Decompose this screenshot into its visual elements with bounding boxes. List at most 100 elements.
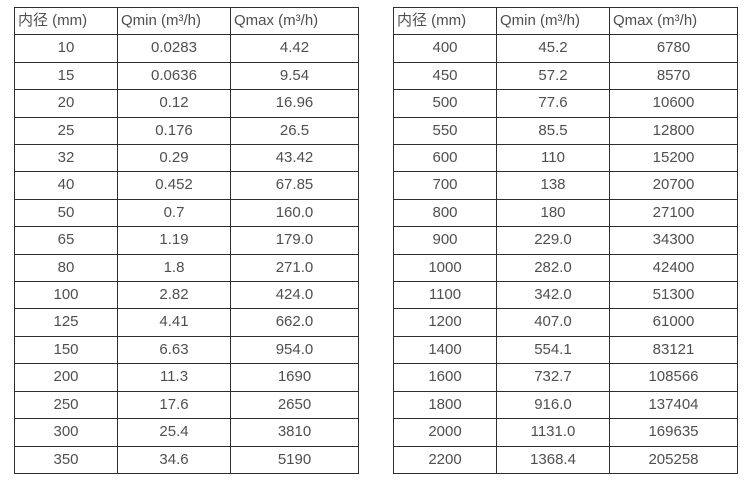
table-cell: 42400 bbox=[609, 253, 738, 283]
table-cell: 0.12 bbox=[117, 89, 231, 118]
table-row: 2200 1368.4 205258 bbox=[393, 445, 738, 474]
table-cell: 205258 bbox=[609, 445, 738, 474]
table-cell: 65 bbox=[14, 226, 118, 255]
table-cell: 350 bbox=[14, 445, 118, 474]
table-cell: 1.19 bbox=[117, 226, 231, 255]
table-cell: 1368.4 bbox=[496, 445, 610, 474]
table-cell: 282.0 bbox=[496, 253, 610, 283]
table-cell: 1690 bbox=[230, 363, 359, 392]
table-cell: 6.63 bbox=[117, 335, 231, 365]
table-cell: 250 bbox=[14, 390, 118, 420]
table-cell: 0.0283 bbox=[117, 34, 231, 63]
table-cell: 12800 bbox=[609, 116, 738, 146]
table-cell: 108566 bbox=[609, 363, 738, 392]
table-row: 2000 1131.0 169635 bbox=[393, 418, 738, 447]
table-cell: 1100 bbox=[393, 281, 497, 310]
table-cell: 4.42 bbox=[230, 34, 359, 63]
table-cell: 732.7 bbox=[496, 363, 610, 392]
table-cell: 169635 bbox=[609, 418, 738, 447]
table-row: 400 45.2 6780 bbox=[393, 34, 738, 63]
table-row: 1200 407.0 61000 bbox=[393, 308, 738, 337]
table-row: 125 4.41 662.0 bbox=[14, 308, 359, 337]
table-row: 500 77.6 10600 bbox=[393, 89, 738, 118]
table-cell: 67.85 bbox=[230, 171, 359, 200]
table-cell: 2650 bbox=[230, 390, 359, 420]
table-header-row: 内径 (mm) Qmin (m³/h) Qmax (m³/h) bbox=[393, 6, 738, 36]
table-row: 700 138 20700 bbox=[393, 171, 738, 200]
table-cell: 300 bbox=[14, 418, 118, 447]
table-cell: 110 bbox=[496, 144, 610, 173]
table-row: 1600 732.7 108566 bbox=[393, 363, 738, 392]
table-cell: 10600 bbox=[609, 89, 738, 118]
table-cell: 11.3 bbox=[117, 363, 231, 392]
table-cell: 2000 bbox=[393, 418, 497, 447]
table-cell: 50 bbox=[14, 198, 118, 228]
table-cell: 916.0 bbox=[496, 390, 610, 420]
table-row: 300 25.4 3810 bbox=[14, 418, 359, 447]
table-cell: 1000 bbox=[393, 253, 497, 283]
table-cell: 1200 bbox=[393, 308, 497, 337]
table-cell: 100 bbox=[14, 281, 118, 310]
table-row: 100 2.82 424.0 bbox=[14, 281, 359, 310]
table-cell: 40 bbox=[14, 171, 118, 200]
column-header: 内径 (mm) bbox=[14, 6, 118, 36]
table-row: 1100 342.0 51300 bbox=[393, 281, 738, 310]
table-cell: 1400 bbox=[393, 335, 497, 365]
table-cell: 83121 bbox=[609, 335, 738, 365]
column-header: Qmin (m³/h) bbox=[496, 6, 610, 36]
table-cell: 137404 bbox=[609, 390, 738, 420]
table-row: 350 34.6 5190 bbox=[14, 445, 359, 474]
table-cell: 25 bbox=[14, 116, 118, 146]
table-cell: 0.0636 bbox=[117, 61, 231, 91]
table-cell: 20700 bbox=[609, 171, 738, 200]
table-row: 20 0.12 16.96 bbox=[14, 89, 359, 118]
table-row: 15 0.0636 9.54 bbox=[14, 61, 359, 91]
table-cell: 27100 bbox=[609, 198, 738, 228]
table-cell: 271.0 bbox=[230, 253, 359, 283]
table-cell: 15 bbox=[14, 61, 118, 91]
table-cell: 0.29 bbox=[117, 144, 231, 173]
table-cell: 51300 bbox=[609, 281, 738, 310]
table-cell: 600 bbox=[393, 144, 497, 173]
table-cell: 2.82 bbox=[117, 281, 231, 310]
table-cell: 45.2 bbox=[496, 34, 610, 63]
table-cell: 954.0 bbox=[230, 335, 359, 365]
table-cell: 554.1 bbox=[496, 335, 610, 365]
table-cell: 20 bbox=[14, 89, 118, 118]
table-cell: 57.2 bbox=[496, 61, 610, 91]
table-cell: 450 bbox=[393, 61, 497, 91]
table-cell: 34300 bbox=[609, 226, 738, 255]
table-row: 80 1.8 271.0 bbox=[14, 253, 359, 283]
table-cell: 1131.0 bbox=[496, 418, 610, 447]
table-cell: 34.6 bbox=[117, 445, 231, 474]
table-cell: 8570 bbox=[609, 61, 738, 91]
table-row: 450 57.2 8570 bbox=[393, 61, 738, 91]
column-header: 内径 (mm) bbox=[393, 6, 497, 36]
table-cell: 61000 bbox=[609, 308, 738, 337]
table-cell: 342.0 bbox=[496, 281, 610, 310]
table-cell: 424.0 bbox=[230, 281, 359, 310]
table-cell: 4.41 bbox=[117, 308, 231, 337]
table-row: 200 11.3 1690 bbox=[14, 363, 359, 392]
table-row: 32 0.29 43.42 bbox=[14, 144, 359, 173]
table-cell: 43.42 bbox=[230, 144, 359, 173]
table-cell: 6780 bbox=[609, 34, 738, 63]
table-cell: 15200 bbox=[609, 144, 738, 173]
table-cell: 26.5 bbox=[230, 116, 359, 146]
table-header-row: 内径 (mm) Qmin (m³/h) Qmax (m³/h) bbox=[14, 6, 359, 36]
table-cell: 2200 bbox=[393, 445, 497, 474]
table-row: 40 0.452 67.85 bbox=[14, 171, 359, 200]
table-cell: 229.0 bbox=[496, 226, 610, 255]
flow-table-small-diameters: 内径 (mm) Qmin (m³/h) Qmax (m³/h) 10 0.0283 4.… bbox=[14, 6, 359, 474]
table-cell: 400 bbox=[393, 34, 497, 63]
table-cell: 200 bbox=[14, 363, 118, 392]
table-cell: 0.452 bbox=[117, 171, 231, 200]
table-cell: 179.0 bbox=[230, 226, 359, 255]
column-header: Qmax (m³/h) bbox=[230, 6, 359, 36]
table-row: 65 1.19 179.0 bbox=[14, 226, 359, 255]
table-cell: 25.4 bbox=[117, 418, 231, 447]
table-cell: 160.0 bbox=[230, 198, 359, 228]
table-row: 50 0.7 160.0 bbox=[14, 198, 359, 228]
table-row: 800 180 27100 bbox=[393, 198, 738, 228]
table-cell: 32 bbox=[14, 144, 118, 173]
